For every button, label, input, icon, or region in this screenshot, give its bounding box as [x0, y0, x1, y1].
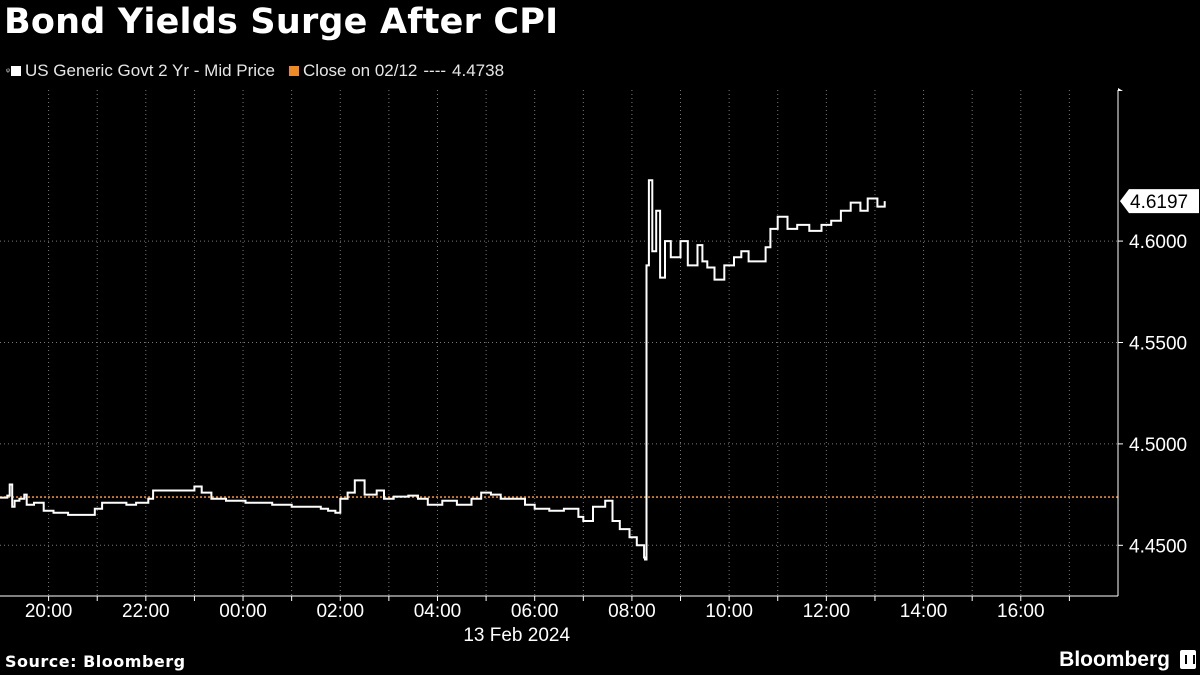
- grid-lines: [0, 90, 1118, 596]
- legend-item-series: ᵠ US Generic Govt 2 Yr - Mid Price: [6, 61, 275, 81]
- y-axis-arrow-icon: [1118, 88, 1123, 91]
- x-tick-label: 12:00: [803, 601, 851, 622]
- x-tick-label: 20:00: [25, 601, 73, 622]
- x-tick-label: 02:00: [316, 601, 364, 622]
- legend-reference-dashes: ----: [423, 61, 447, 80]
- bloomberg-terminal-icon: [1180, 650, 1196, 669]
- x-axis-date-label: 13 Feb 2024: [463, 625, 570, 646]
- x-tick-label: 06:00: [511, 601, 559, 622]
- tick-labels: 4.4500 4.5000 4.5500 4.6000 20:00 22:00 00:00 0…: [25, 189, 1199, 646]
- legend-item-reference: Close on 02/12 ---- 4.4738: [289, 61, 504, 81]
- x-tick-label: 08:00: [608, 601, 656, 622]
- legend-reference-value: 4.4738: [452, 61, 505, 80]
- legend-reference-label: Close on 02/12: [303, 61, 418, 80]
- y-tick-label: 4.4500: [1129, 536, 1187, 557]
- chart-legend: ᵠ US Generic Govt 2 Yr - Mid Price Close…: [6, 60, 518, 82]
- chart-title: Bond Yields Surge After CPI: [4, 2, 559, 42]
- x-tick-label: 16:00: [997, 601, 1045, 622]
- x-tick-label: 22:00: [122, 601, 170, 622]
- last-value-label: 4.6197: [1130, 192, 1188, 213]
- y-tick-label: 4.5500: [1129, 333, 1187, 354]
- series-marker-icon: ᵠ: [6, 66, 10, 76]
- reference-swatch: [289, 66, 300, 76]
- legend-series-label: US Generic Govt 2 Yr - Mid Price: [24, 61, 276, 80]
- source-note: Source: Bloomberg: [5, 652, 186, 671]
- y-tick-label: 4.5000: [1129, 435, 1187, 456]
- x-tick-label: 10:00: [705, 601, 753, 622]
- x-tick-label: 04:00: [414, 601, 462, 622]
- last-value-flag: [1120, 189, 1199, 214]
- brand-wordmark: Bloomberg: [1059, 648, 1170, 671]
- y-tick-label: 4.6000: [1129, 232, 1187, 253]
- x-tick-label: 00:00: [219, 601, 267, 622]
- series-line-us-2yr: [0, 179, 886, 561]
- series-swatch: [10, 66, 21, 76]
- axes: [0, 88, 1123, 601]
- x-tick-label: 14:00: [900, 601, 948, 622]
- series-layer: [0, 179, 886, 561]
